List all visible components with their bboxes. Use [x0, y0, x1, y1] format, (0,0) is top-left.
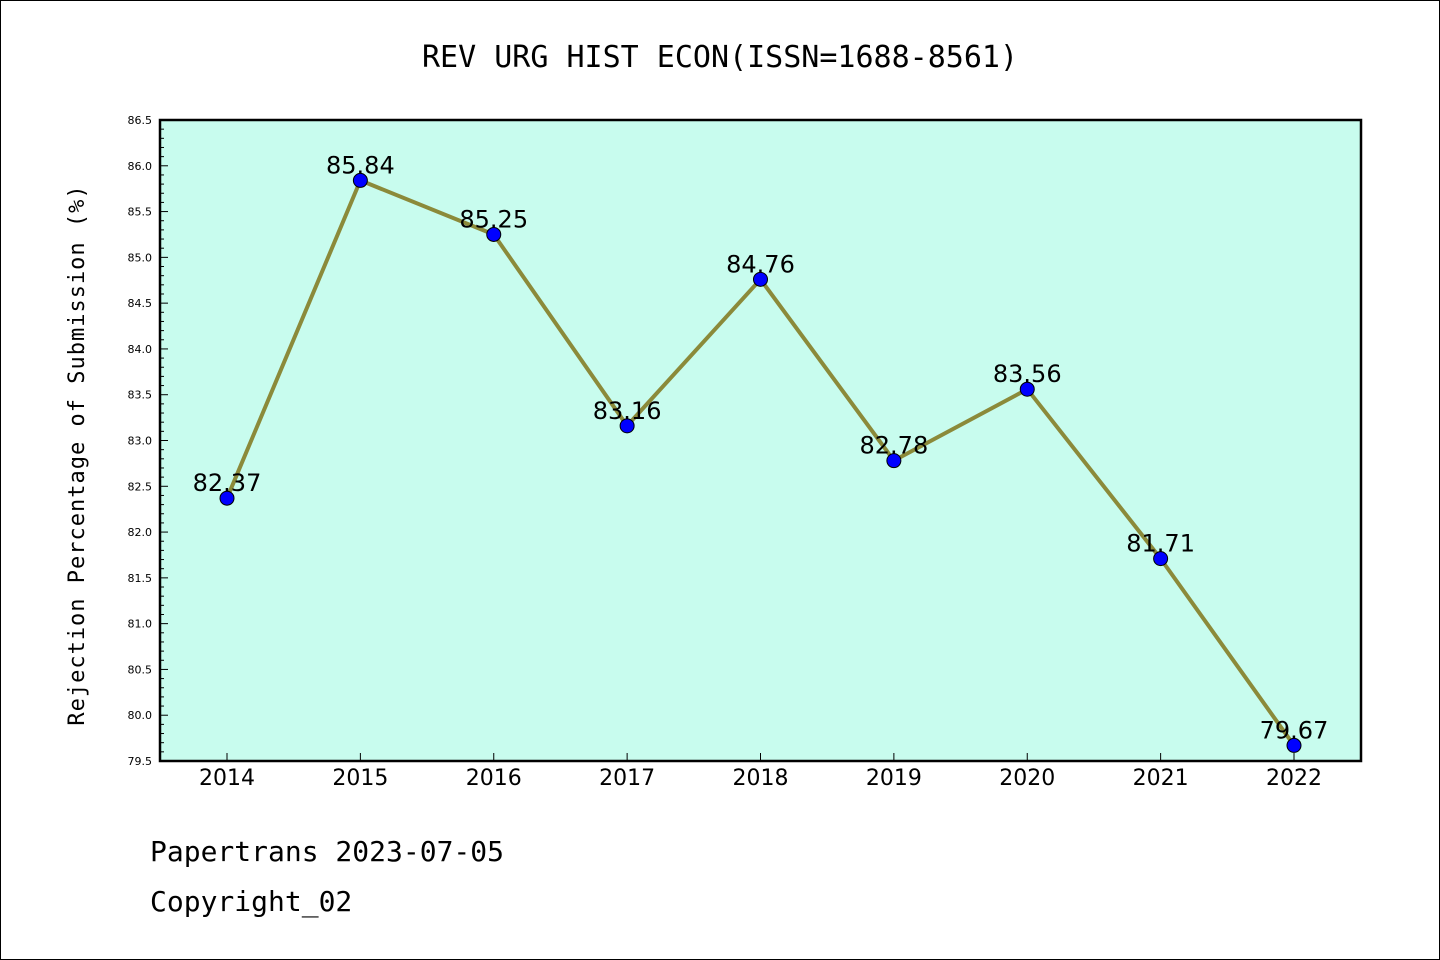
plot-border: [158, 118, 1363, 763]
data-point: [619, 418, 635, 434]
data-label: 85.25: [459, 205, 528, 233]
data-label: 79.67: [1260, 716, 1329, 744]
x-tick-label: 2017: [599, 766, 655, 791]
x-tick-label: 2019: [866, 766, 922, 791]
y-tick-label: 84.5: [128, 297, 153, 310]
data-point: [1286, 737, 1302, 753]
data-label: 81.71: [1126, 530, 1195, 558]
y-tick-label: 84.0: [128, 343, 153, 356]
x-tick-label: 2016: [466, 766, 522, 791]
y-tick-label: 83.5: [128, 389, 153, 402]
x-tick-label: 2015: [332, 766, 388, 791]
y-tick-label: 80.0: [128, 709, 153, 722]
x-tick-label: 2020: [999, 766, 1055, 791]
y-tick-label: 86.0: [128, 160, 153, 173]
data-point: [753, 271, 768, 287]
y-tick-label: 83.0: [128, 435, 153, 448]
data-label: 84.76: [726, 250, 795, 278]
data-point: [486, 226, 502, 242]
series-1: 82.37 85.84 85.25 83.16 84.76 82.78 83.56 81.71…: [193, 151, 1329, 753]
y-tick-label: 79.5: [128, 755, 153, 768]
x-tick-label: 2021: [1133, 766, 1189, 791]
x-axis: 2014 2015 2016 2017 2018 2019 2020 2021 2022: [199, 753, 1322, 791]
y-tick-label: 86.5: [128, 114, 153, 127]
data-point: [352, 172, 368, 188]
footer-source: Papertrans 2023-07-05: [150, 835, 505, 868]
data-point: [219, 490, 235, 506]
y-tick-label: 85.0: [128, 251, 153, 264]
data-label: 83.16: [593, 397, 662, 425]
plot-area: [160, 120, 1361, 761]
y-tick-label: 80.5: [128, 663, 153, 676]
y-tick-label: 85.5: [128, 206, 153, 219]
data-label: 82.78: [860, 432, 929, 460]
y-tick-label: 81.5: [128, 572, 153, 585]
data-point: [1153, 551, 1169, 567]
y-axis: 79.5 80.0 80.5 81.0 81.5 82.0 82.5 83.0 83.5 84.0…: [128, 114, 168, 768]
x-tick-label: 2022: [1266, 766, 1322, 791]
footer-copyright: Copyright_02: [150, 885, 353, 918]
data-point: [1019, 381, 1035, 397]
y-tick-label: 81.0: [128, 618, 153, 631]
y-tick-label: 82.0: [128, 526, 153, 539]
data-label: 83.56: [993, 360, 1062, 388]
data-label: 82.37: [193, 469, 262, 497]
y-axis-label: Rejection Percentage of Submission (%): [65, 184, 90, 725]
chart-title: REV URG HIST ECON(ISSN=1688-8561): [422, 40, 1018, 75]
data-point: [886, 453, 902, 469]
x-tick-label: 2014: [199, 766, 255, 791]
data-label: 85.84: [326, 151, 395, 179]
x-tick-label: 2018: [733, 766, 789, 791]
y-tick-label: 82.5: [128, 480, 153, 493]
